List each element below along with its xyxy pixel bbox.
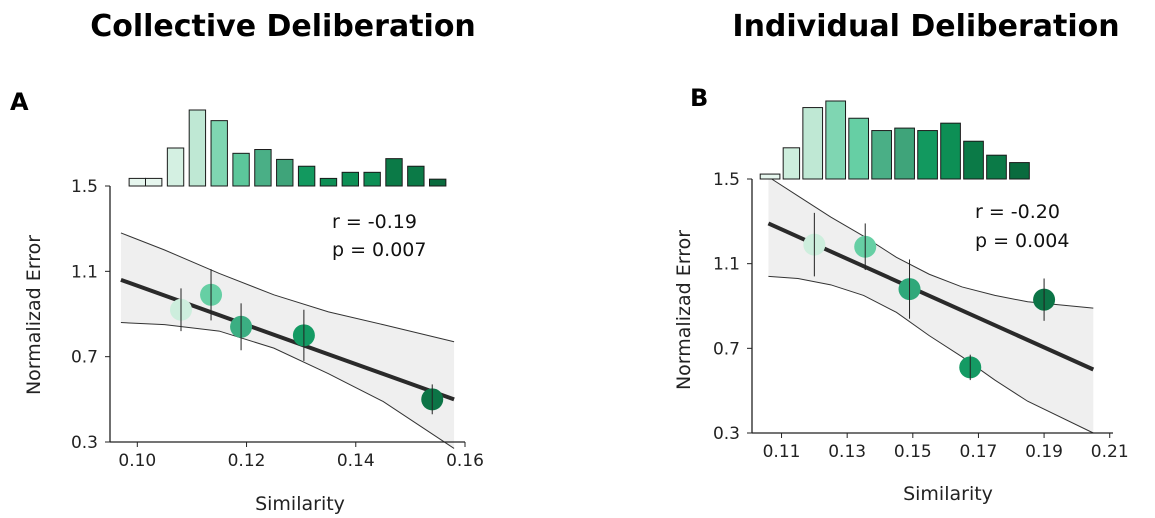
panel-a-hist-bar-5 [232, 152, 250, 187]
panel-a-plot: 0.3 0.7 1.1 1.5 0.10 0.12 0.14 0.16 [71, 109, 484, 471]
panel-b-letter: B [690, 84, 708, 112]
panel-b-ci-lower [768, 275, 1094, 434]
panel-a-hist-bar-0 [128, 177, 147, 187]
panel-a-hist-bar-12 [385, 158, 403, 187]
panel-a-hist-bar-8 [297, 165, 316, 187]
panel-b-x-tick-label: 0.17 [960, 442, 998, 462]
panel-b-x-label: Similarity [903, 483, 993, 505]
panel-b-hist-bar-1 [782, 147, 801, 180]
panel-b-ci-upper [768, 176, 1094, 309]
panel-a-y-label: Normalizad Error [23, 235, 45, 395]
panel-b-x-tick-label: 0.21 [1091, 442, 1129, 462]
panel-b-hist-bar-8 [940, 122, 961, 180]
panel-a-hist-bar-13 [407, 165, 425, 187]
panel-b-hist-bar-9 [963, 140, 984, 180]
panel-a-hist-bar-1 [145, 177, 163, 187]
panel-a-hist-bar-4 [210, 120, 228, 187]
panel-a-x-label: Similarity [255, 493, 345, 515]
panel-b-hist-bar-6 [894, 127, 915, 180]
panel-b-hist-bar-7 [917, 130, 938, 180]
panel-b-x-tick-label: 0.13 [828, 442, 866, 462]
panel-a-hist-bar-11 [363, 171, 381, 187]
panel-b-hist-bar-10 [986, 154, 1007, 180]
panel-a-y-tick-label: 1.5 [71, 177, 98, 197]
panel-b-x-tick-label: 0.11 [763, 442, 801, 462]
panel-b-ci-band [768, 176, 1094, 433]
panel-a-hist-bar-6 [254, 149, 272, 187]
panel-a-stat-r: r = -0.19 [332, 211, 417, 233]
panel-a-hist-bar-3 [188, 109, 207, 187]
panel-b-hist-bar-2 [802, 107, 824, 180]
panel-a-hist-bar-10 [341, 171, 360, 187]
panel-b-hist-bar-0 [759, 173, 781, 180]
panel-b-title: Individual Deliberation [732, 9, 1119, 44]
panel-b-x-tick-label: 0.19 [1025, 442, 1063, 462]
panel-a-hist-bar-7 [276, 158, 294, 187]
panel-a-y-tick-label: 1.1 [71, 262, 98, 282]
panel-b-hist-bar-3 [825, 100, 847, 180]
panel-a-x-tick-label: 0.14 [337, 451, 375, 471]
panel-b-x-tick-label: 0.15 [894, 442, 932, 462]
panel-a-y-tick-label: 0.3 [71, 433, 98, 453]
panel-b-stat-p: p = 0.004 [975, 230, 1069, 252]
panel-a-x-tick-label: 0.10 [118, 451, 156, 471]
panel-b-y-tick-label: 0.7 [713, 339, 740, 359]
panel-b-hist-bar-11 [1009, 162, 1030, 180]
panel-a-x-tick-label: 0.12 [228, 451, 266, 471]
panel-b-hist-bar-4 [848, 117, 870, 180]
panel-a-x-tick-label: 0.16 [446, 451, 484, 471]
panel-a-hist-bar-9 [319, 177, 338, 187]
panel-b-y-tick-label: 0.3 [713, 424, 740, 444]
panel-b-y-label: Normalizad Error [673, 230, 695, 390]
panel-a-hist-bar-2 [166, 147, 185, 187]
panel-b-stat-r: r = -0.20 [975, 201, 1060, 223]
panel-b-y-tick-label: 1.5 [713, 170, 740, 190]
panel-a-letter: A [10, 88, 29, 116]
panel-a-ci-upper [120, 232, 455, 343]
panel-a-title: Collective Deliberation [90, 9, 476, 44]
panel-b-hist-bar-5 [871, 130, 892, 180]
panel-a-hist-bar-14 [429, 178, 447, 187]
panel-b-y-tick-label: 1.1 [713, 255, 740, 275]
panel-a-ci-lower [120, 322, 455, 449]
panel-b-plot: 0.3 0.7 1.1 1.5 0.11 0.13 0.15 0.17 0.19 0.21 [713, 100, 1129, 462]
panel-a-stat-p: p = 0.007 [332, 239, 426, 261]
panel-a-y-tick-label: 0.7 [71, 348, 98, 368]
